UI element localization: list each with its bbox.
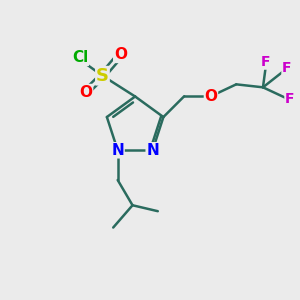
Text: S: S [96,67,109,85]
Text: F: F [261,55,271,69]
Text: O: O [205,89,218,104]
Text: Cl: Cl [72,50,88,65]
Text: F: F [282,61,292,75]
Text: F: F [285,92,295,106]
Text: O: O [114,47,127,62]
Text: N: N [111,143,124,158]
Text: O: O [80,85,93,100]
Text: N: N [146,143,159,158]
